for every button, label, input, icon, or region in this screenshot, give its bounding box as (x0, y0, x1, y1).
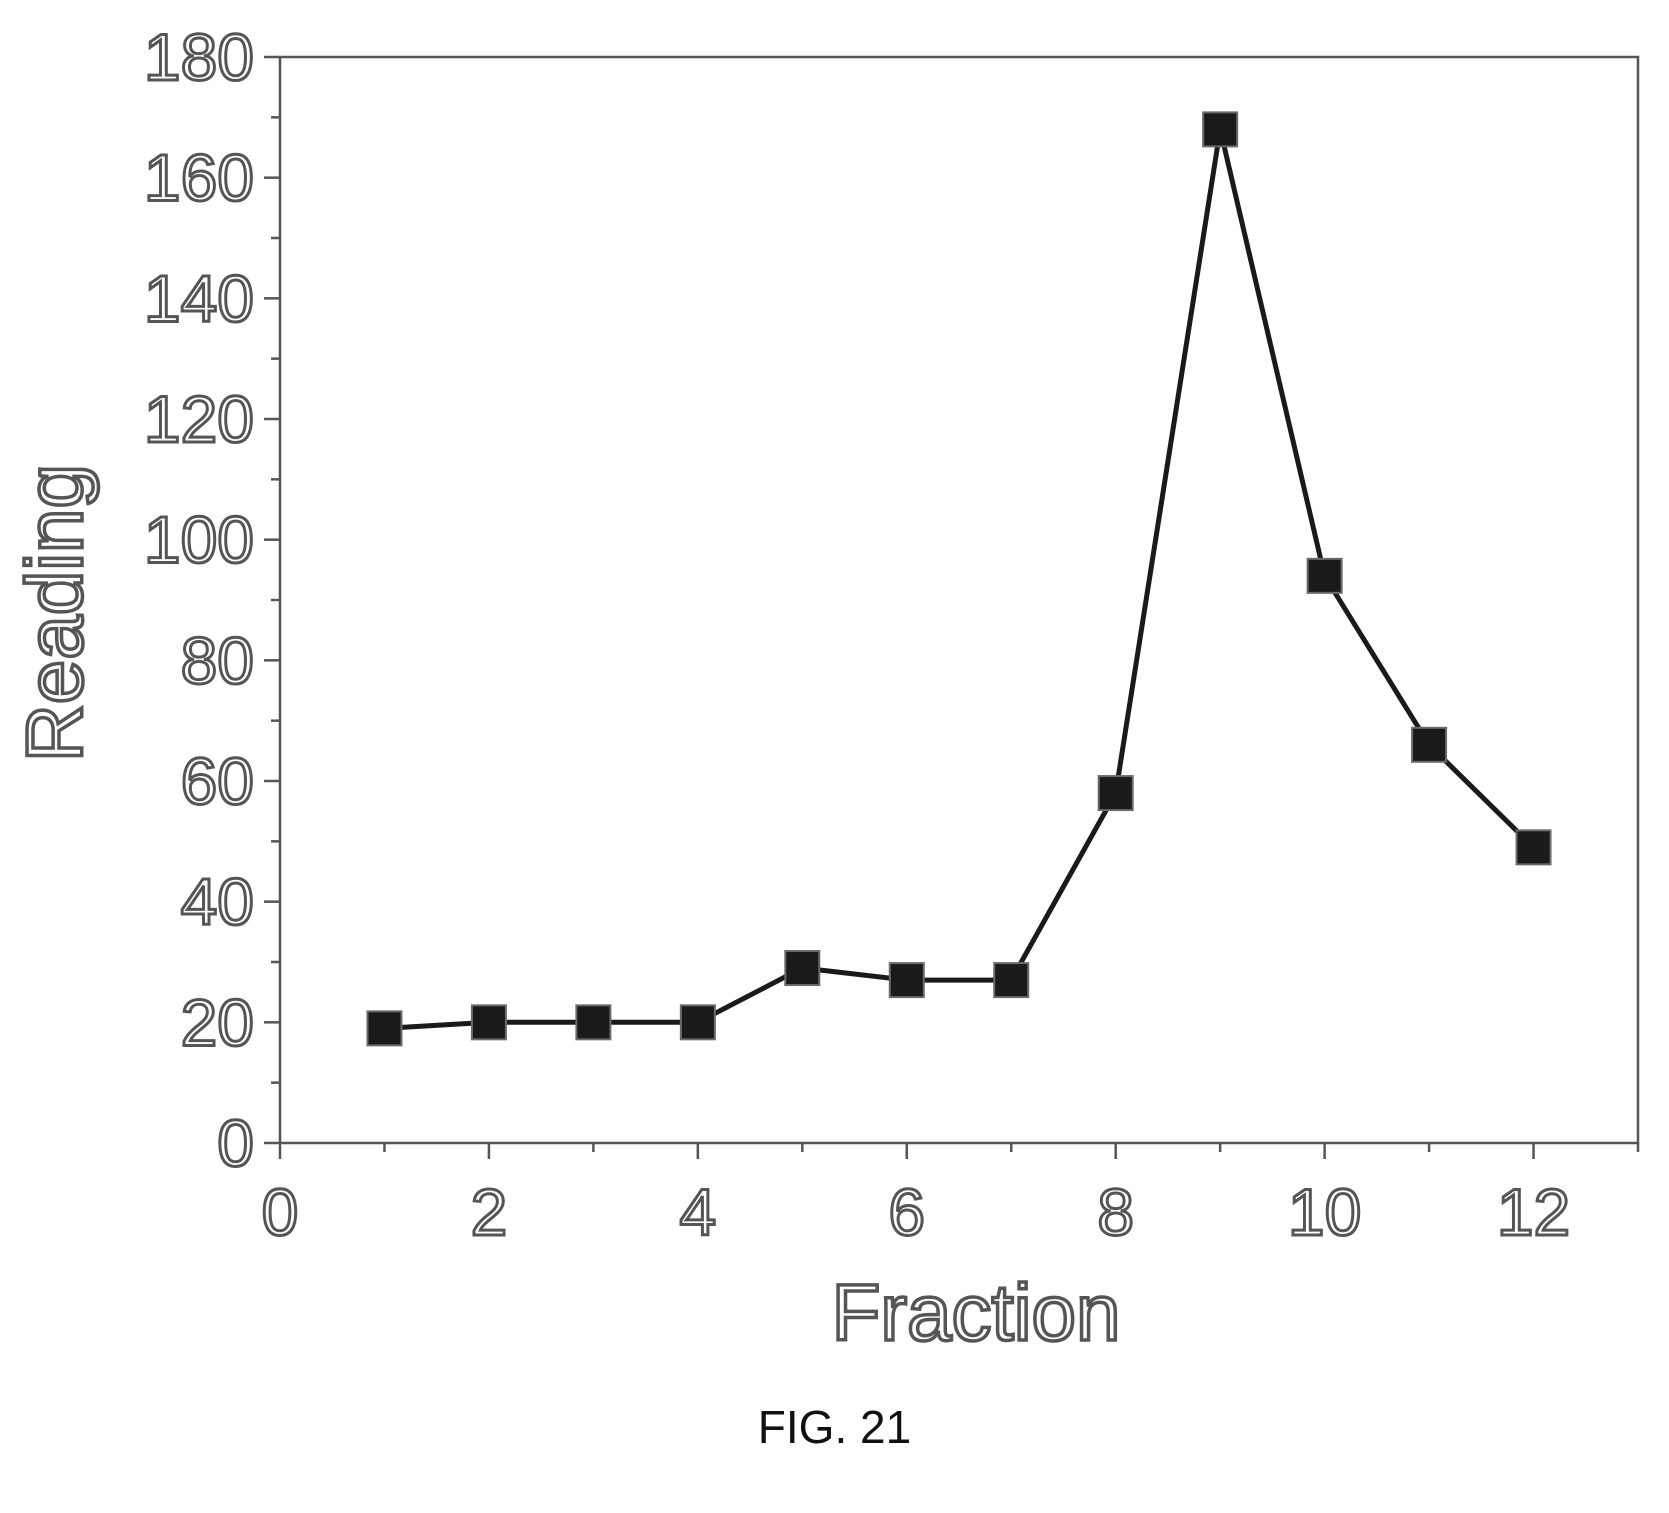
data-point-marker (1202, 111, 1239, 148)
y-tick-label: 40 (181, 865, 254, 939)
y-tick-label: 100 (144, 503, 254, 577)
y-tick-label: 20 (181, 985, 254, 1059)
data-point-marker (366, 1010, 403, 1047)
y-tick-label: 120 (144, 382, 254, 456)
data-point-marker (1515, 829, 1552, 866)
data-point-marker (679, 1004, 716, 1041)
figure-caption: FIG. 21 (757, 1401, 912, 1453)
x-tick-label: 8 (1097, 1175, 1134, 1249)
tick-layer: 0 20 40 60 80 100 120 140 160 180 0 2 4 6 8 10 12 (142, 19, 1640, 1251)
data-point-marker (1306, 557, 1343, 594)
y-tick-label: 0 (217, 1106, 254, 1180)
x-tick-label: 12 (1497, 1175, 1570, 1249)
x-axis-title: Fraction (832, 1268, 1121, 1357)
y-tick-label: 140 (144, 261, 254, 335)
series-line (384, 128, 1536, 1031)
data-point-marker (784, 950, 821, 987)
y-tick-label: 80 (181, 623, 254, 697)
x-tick-label: 2 (471, 1175, 508, 1249)
y-tick-label: 60 (181, 744, 254, 818)
data-point-marker (993, 962, 1030, 999)
x-tick-label: 4 (679, 1175, 716, 1249)
data-point-marker (575, 1004, 612, 1041)
data-point-marker (1411, 726, 1448, 763)
data-point-marker (1097, 775, 1134, 812)
x-tick-label: 10 (1288, 1175, 1361, 1249)
x-tick-label: 0 (262, 1175, 299, 1249)
marker-layer (366, 111, 1552, 1047)
y-axis-title: Reading (10, 464, 99, 762)
data-point-marker (470, 1004, 507, 1041)
y-tick-label: 180 (144, 20, 254, 94)
series-line-layer (384, 128, 1536, 1031)
data-point-marker (888, 962, 925, 999)
y-tick-label: 160 (144, 141, 254, 215)
x-tick-label: 6 (888, 1175, 925, 1249)
